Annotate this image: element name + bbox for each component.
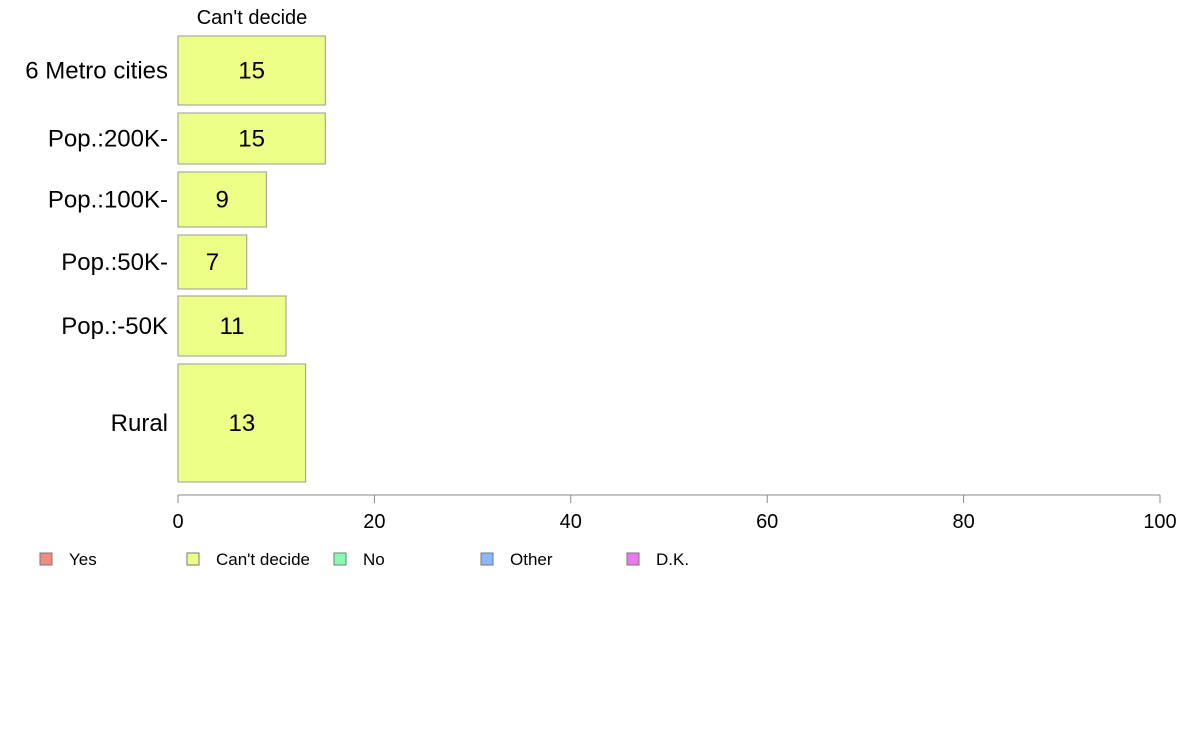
legend-label: Other bbox=[510, 550, 553, 569]
legend-swatch bbox=[333, 552, 347, 566]
x-tick-label: 40 bbox=[560, 511, 582, 533]
x-tick-label: 20 bbox=[363, 511, 385, 533]
legend: Yes Can't decide No Other D.K. bbox=[39, 550, 689, 569]
legend-swatch bbox=[626, 552, 640, 566]
category-label: Rural bbox=[111, 410, 168, 437]
legend-label: Can't decide bbox=[216, 550, 310, 569]
legend-label: Yes bbox=[69, 550, 97, 569]
bar bbox=[177, 171, 267, 228]
chart-title: Can't decide bbox=[197, 7, 308, 29]
legend-swatch bbox=[39, 552, 53, 566]
legend-swatch bbox=[480, 552, 494, 566]
bar-value-label: 15 bbox=[238, 58, 265, 85]
x-tick-label: 80 bbox=[952, 511, 974, 533]
x-tick-label: 0 bbox=[172, 511, 183, 533]
bar-value-label: 7 bbox=[206, 249, 219, 276]
category-label: Pop.:200K- bbox=[48, 126, 168, 153]
bar-value-label: 9 bbox=[216, 187, 229, 214]
legend-label: D.K. bbox=[656, 550, 689, 569]
category-label: Pop.:50K- bbox=[61, 249, 168, 276]
x-tick-label: 100 bbox=[1143, 511, 1176, 533]
category-label: Pop.:100K- bbox=[48, 187, 168, 214]
category-label: 6 Metro cities bbox=[25, 58, 168, 85]
x-tick-label: 60 bbox=[756, 511, 778, 533]
bar-value-label: 15 bbox=[238, 126, 265, 153]
bars-group: 15 15 9 7 11 13 bbox=[177, 35, 326, 483]
category-label: Pop.:-50K bbox=[61, 313, 168, 340]
bar-value-label: 13 bbox=[228, 410, 255, 437]
bar bbox=[177, 35, 326, 106]
category-labels: 6 Metro cities Pop.:200K- Pop.:100K- Pop.:5… bbox=[25, 58, 168, 438]
bar-value-label: 11 bbox=[220, 313, 245, 340]
legend-label: No bbox=[363, 550, 385, 569]
x-axis: 0 20 40 60 80 100 bbox=[172, 494, 1177, 533]
bar bbox=[177, 112, 326, 165]
legend-swatch bbox=[186, 552, 200, 566]
bar bbox=[177, 234, 248, 290]
bar bbox=[177, 363, 307, 483]
bar bbox=[177, 295, 287, 357]
